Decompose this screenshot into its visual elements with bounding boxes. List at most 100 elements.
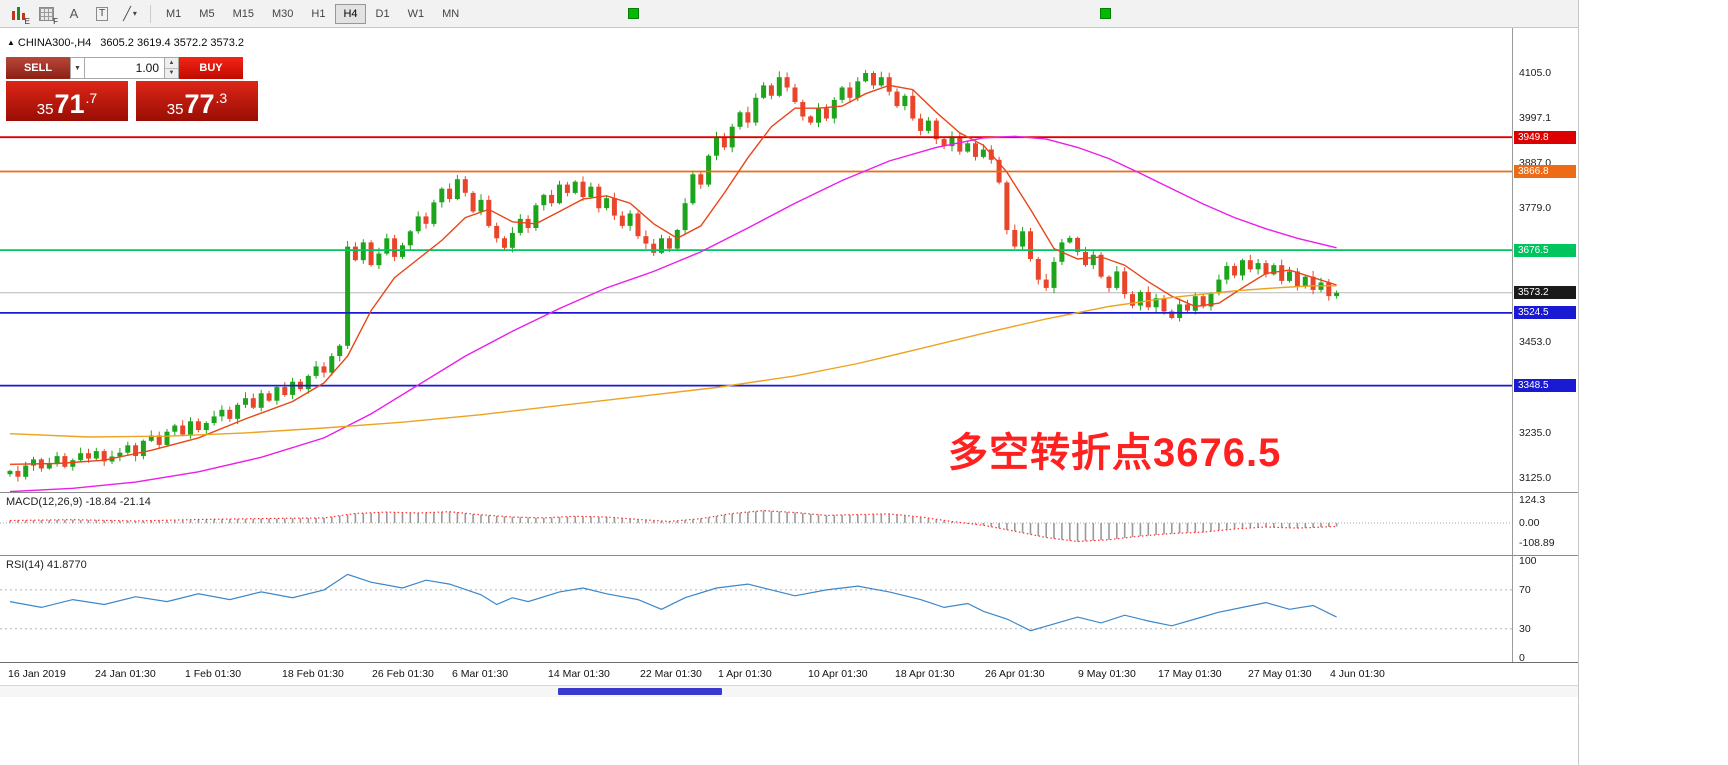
- rsi-axis-label: 0: [1519, 651, 1525, 662]
- timeframe-mn[interactable]: MN: [442, 7, 460, 20]
- time-axis-label: 10 Apr 01:30: [808, 668, 868, 680]
- time-axis-label: 4 Jun 01:30: [1330, 668, 1385, 680]
- green-square-icon[interactable]: [1100, 8, 1111, 19]
- main-chart-panel[interactable]: 4105.0 3997.1 3887.0 3779.0 3453.0 3235.0 3125…: [0, 28, 1578, 493]
- time-axis[interactable]: 16 Jan 2019 24 Jan 01:30 1 Feb 01:30 18 Feb…: [0, 663, 1578, 685]
- buy-price-big: 77: [184, 89, 215, 120]
- macd-panel[interactable]: 124.3 0.00 -108.89 MACD(12,26,9) -18.84 -2…: [0, 493, 1578, 556]
- green-square-icon[interactable]: [628, 8, 639, 19]
- symbol-direction-icon: ▲: [7, 38, 15, 47]
- chart-annotation-text: 多空转折点3676.5: [948, 431, 1282, 475]
- volume-stepper[interactable]: ▲ ▼: [165, 57, 179, 79]
- tool-sub-label: E: [24, 16, 30, 26]
- text-label-tool-icon[interactable]: T: [89, 3, 115, 25]
- symbol-name: CHINA300-,H4: [17, 37, 92, 49]
- rsi-axis-label: 100: [1519, 556, 1537, 567]
- buy-price-display[interactable]: 35 77.3: [136, 81, 258, 121]
- sell-price-big: 71: [54, 89, 85, 120]
- toolbar: E F A T ╱ ▾ M1 M5 M15 M30 H1 H4 D1 W1 MN: [0, 0, 1578, 28]
- time-axis-label: 27 May 01:30: [1248, 668, 1312, 680]
- macd-axis[interactable]: 124.3 0.00 -108.89: [1512, 493, 1578, 555]
- timeframe-w1[interactable]: W1: [407, 7, 425, 20]
- buy-price-frac: .3: [215, 90, 228, 106]
- volume-input[interactable]: 1.00: [85, 57, 165, 79]
- symbol-ohlc-values: 3605.2 3619.4 3572.2 3573.2: [100, 37, 245, 49]
- time-axis-label: 16 Jan 2019: [8, 668, 66, 680]
- main-chart-plot[interactable]: [0, 28, 1512, 492]
- time-axis-label: 18 Feb 01:30: [282, 668, 344, 680]
- sell-price-display[interactable]: 35 71.7: [6, 81, 128, 121]
- time-axis-label: 17 May 01:30: [1158, 668, 1222, 680]
- time-axis-label: 26 Feb 01:30: [372, 668, 434, 680]
- tool-glyph: ╱: [123, 5, 131, 21]
- price-axis-label: 4105.0: [1519, 67, 1552, 80]
- candlestick-chart-tool-icon[interactable]: E: [5, 3, 31, 26]
- time-axis-label: 14 Mar 01:30: [548, 668, 610, 680]
- candlestick-glyph: [11, 7, 26, 20]
- horizontal-scrollbar[interactable]: [0, 685, 1578, 697]
- time-axis-label: 18 Apr 01:30: [895, 668, 955, 680]
- price-axis-label: 3453.0: [1519, 336, 1552, 349]
- line-draw-tool-icon[interactable]: ╱ ▾: [117, 3, 143, 25]
- rsi-panel[interactable]: 100 70 30 0 RSI(14) 41.8770: [0, 556, 1578, 663]
- macd-label: MACD(12,26,9) -18.84 -21.14: [6, 496, 151, 508]
- volume-up-icon[interactable]: ▲: [165, 58, 178, 69]
- hline-price-tag: 3866.8: [1514, 164, 1576, 178]
- time-axis-label: 1 Feb 01:30: [185, 668, 242, 680]
- rsi-axis-label: 30: [1519, 622, 1531, 635]
- trade-controls-row: SELL ▼ 1.00 ▲ ▼ BUY: [6, 57, 258, 79]
- rsi-axis-label: 70: [1519, 583, 1531, 596]
- price-axis-label: 3125.0: [1519, 471, 1552, 484]
- time-axis-label: 9 May 01:30: [1078, 668, 1136, 680]
- toolbar-separator: [150, 4, 151, 23]
- timeframe-m1[interactable]: M1: [166, 7, 182, 20]
- tool-sub-label: F: [53, 16, 58, 26]
- sell-price-prefix: 35: [36, 100, 54, 118]
- macd-plot[interactable]: [0, 493, 1512, 555]
- text-tool-icon[interactable]: A: [61, 3, 87, 25]
- tool-glyph: A: [69, 6, 79, 21]
- grid-glyph: [38, 6, 54, 21]
- rsi-label: RSI(14) 41.8770: [6, 559, 87, 571]
- timeframe-d1[interactable]: D1: [375, 7, 390, 20]
- rsi-plot[interactable]: [0, 556, 1512, 662]
- volume-down-icon[interactable]: ▼: [165, 68, 178, 78]
- hline-price-tag: 3949.8: [1514, 130, 1576, 144]
- timeframe-m15[interactable]: M15: [232, 7, 254, 20]
- trade-prices-row: 35 71.7 35 77.3: [6, 81, 258, 121]
- buy-button[interactable]: BUY: [179, 57, 243, 79]
- chevron-down-icon: ▾: [132, 9, 137, 18]
- timeframe-h4[interactable]: H4: [335, 3, 366, 24]
- hline-price-tag: 3348.5: [1514, 379, 1576, 393]
- price-axis-label: 3997.1: [1519, 111, 1552, 124]
- price-axis-label: 3779.0: [1519, 201, 1552, 214]
- sell-button[interactable]: SELL: [6, 57, 70, 79]
- timeframe-m5[interactable]: M5: [199, 7, 215, 20]
- rsi-axis[interactable]: 100 70 30 0: [1512, 556, 1578, 662]
- price-axis[interactable]: 4105.0 3997.1 3887.0 3779.0 3453.0 3235.0 3125…: [1512, 28, 1578, 492]
- current-price-tag: 3573.2: [1514, 286, 1576, 300]
- time-axis-label: 22 Mar 01:30: [640, 668, 702, 680]
- mt4-window: E F A T ╱ ▾ M1 M5 M15 M30 H1 H4 D1 W1 MN 4105.0 3997.1…: [0, 0, 1579, 765]
- one-click-trade-panel: SELL ▼ 1.00 ▲ ▼ BUY 35 71.7 35 77.3: [6, 57, 258, 121]
- time-axis-label: 26 Apr 01:30: [985, 668, 1045, 680]
- volume-dropdown-icon[interactable]: ▼: [70, 57, 85, 79]
- buy-price-prefix: 35: [166, 100, 184, 118]
- chart-area: 4105.0 3997.1 3887.0 3779.0 3453.0 3235.0 3125…: [0, 28, 1578, 697]
- timeframe-group: M1 M5 M15 M30 H1 H4 D1 W1 MN: [157, 3, 468, 24]
- tool-glyph: T: [95, 6, 109, 21]
- timeframe-h1[interactable]: H1: [311, 7, 326, 20]
- time-axis-label: 6 Mar 01:30: [452, 668, 509, 680]
- grid-tool-icon[interactable]: F: [33, 3, 59, 26]
- sell-price-frac: .7: [85, 90, 98, 106]
- scrollbar-thumb[interactable]: [558, 688, 722, 695]
- drawing-tools-group: E F A T ╱ ▾: [4, 3, 144, 26]
- price-axis-label: 3235.0: [1519, 426, 1552, 439]
- timeframe-m30[interactable]: M30: [271, 7, 294, 20]
- macd-axis-label: 0.00: [1519, 517, 1540, 529]
- symbol-info: ▲ CHINA300-,H4 3605.2 3619.4 3572.2 3573.2: [7, 37, 244, 49]
- hline-price-tag: 3524.5: [1514, 306, 1576, 320]
- macd-axis-label: 124.3: [1519, 494, 1546, 507]
- time-axis-label: 24 Jan 01:30: [95, 668, 156, 680]
- macd-axis-label: -108.89: [1519, 536, 1555, 549]
